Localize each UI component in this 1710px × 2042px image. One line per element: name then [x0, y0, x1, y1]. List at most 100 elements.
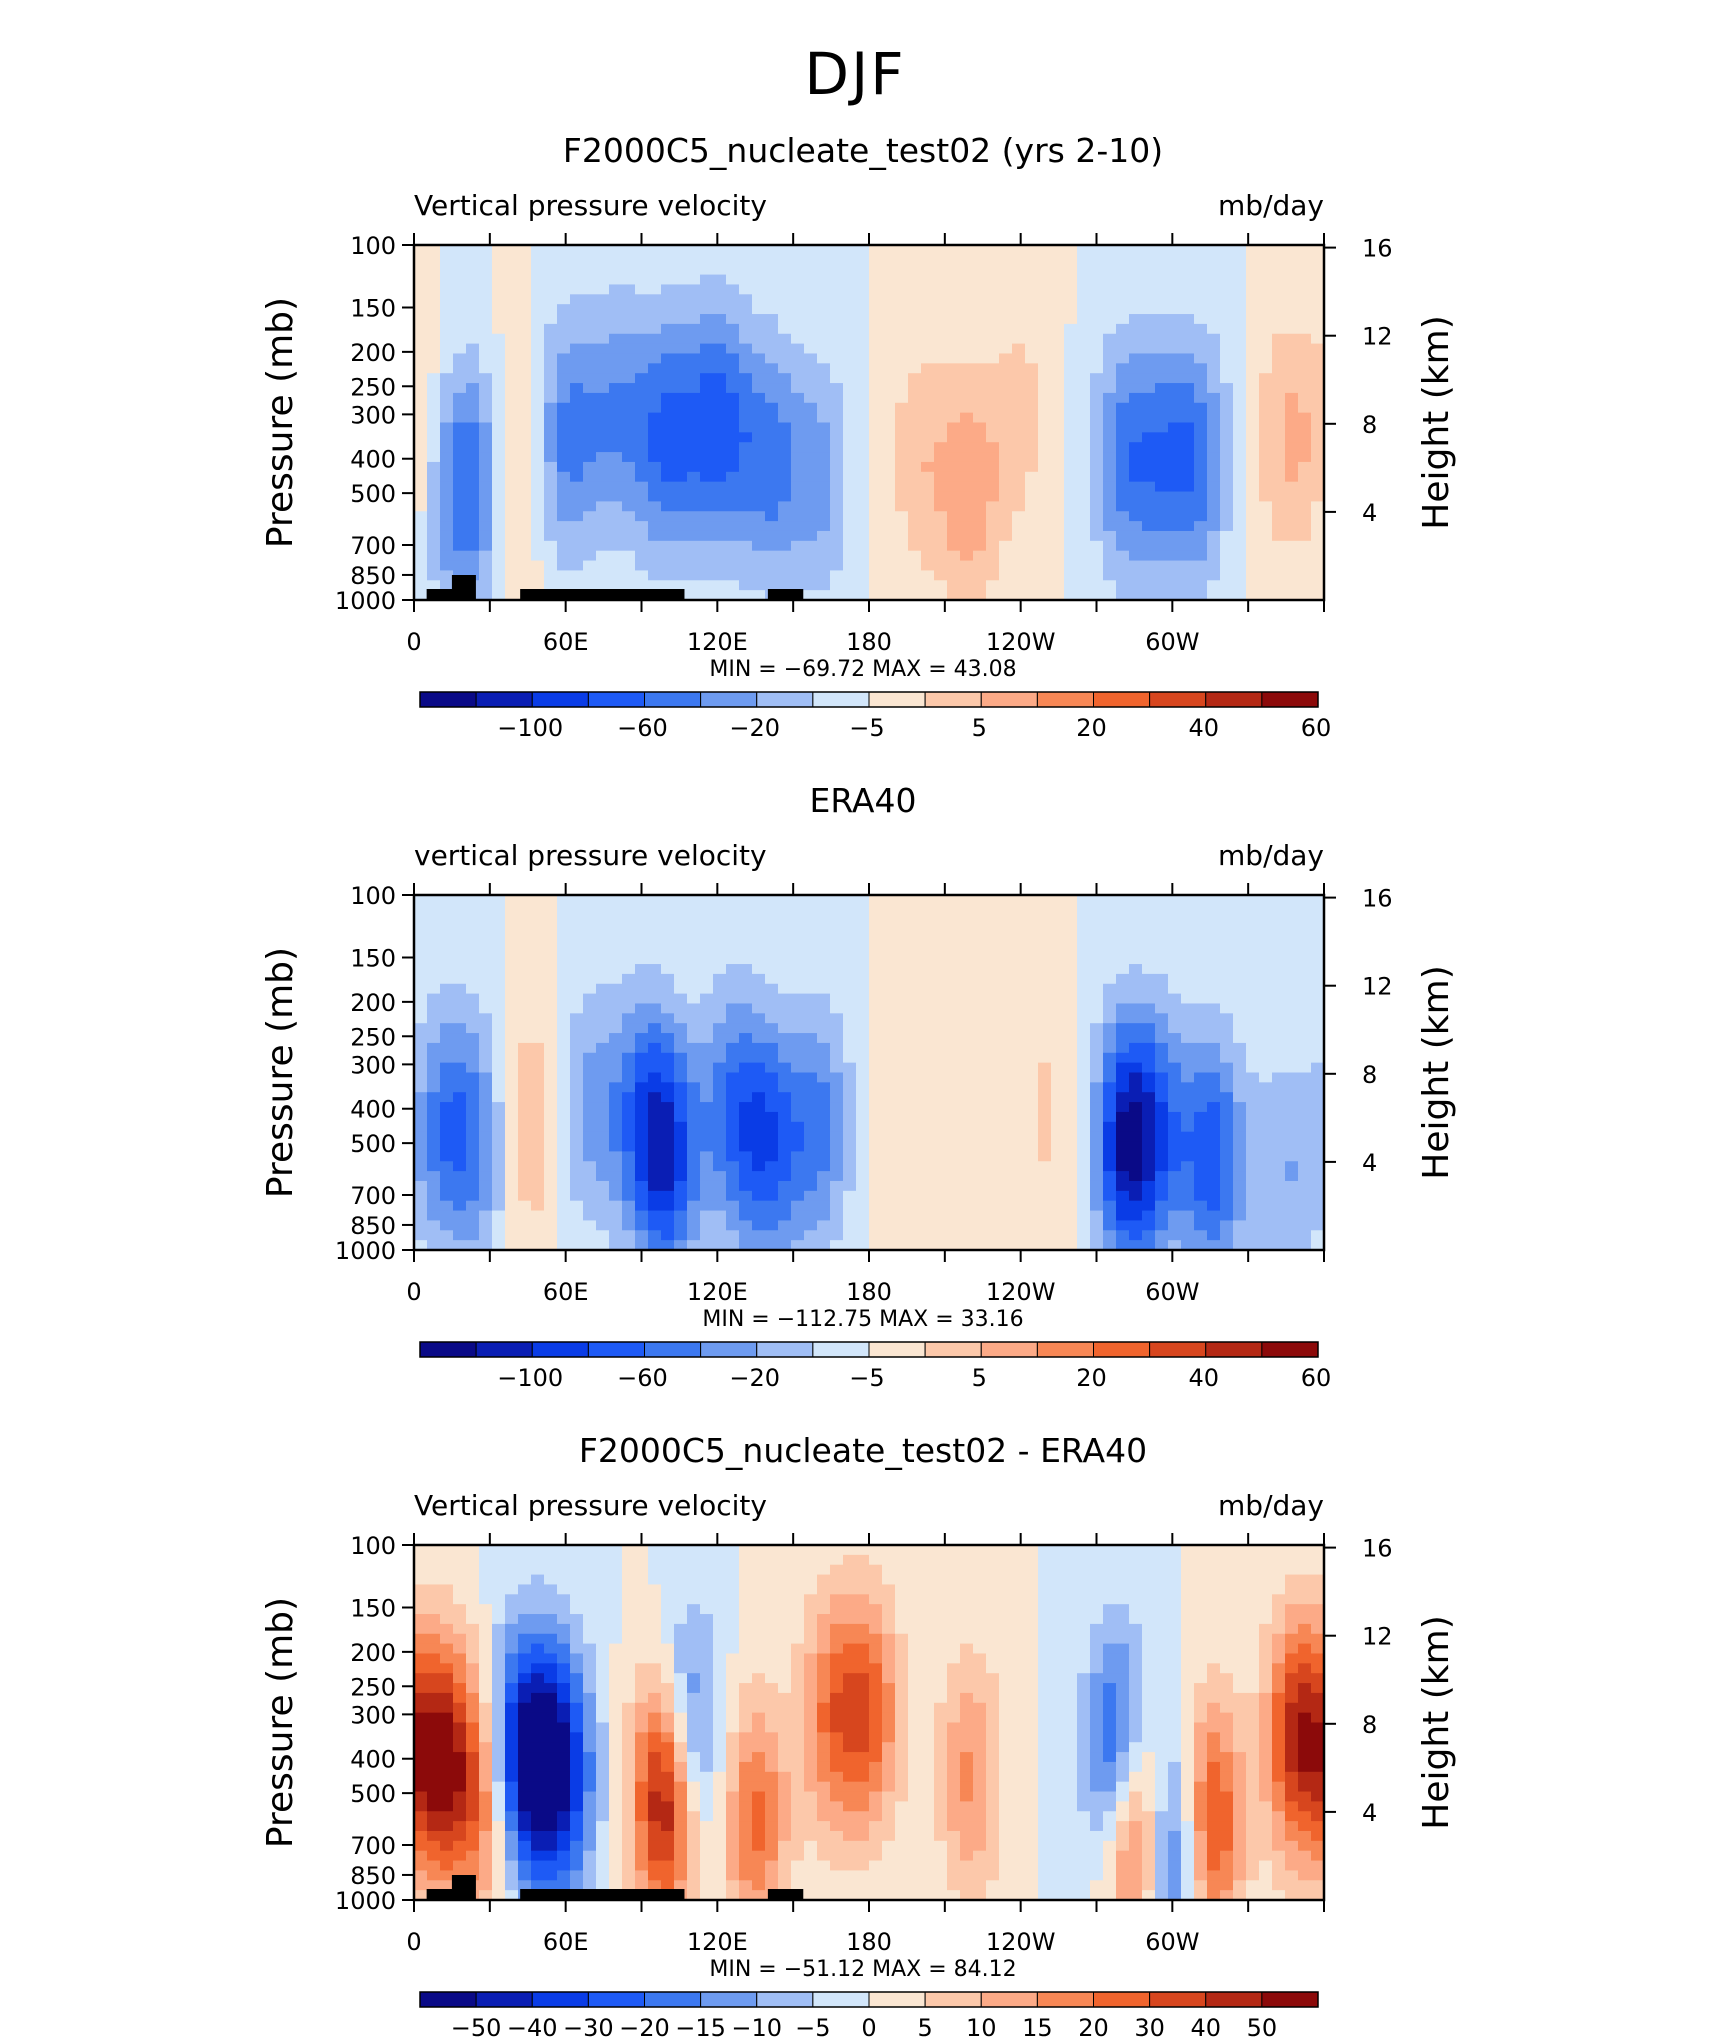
- heatmap-cell: [1129, 1053, 1143, 1063]
- heatmap-cell: [1025, 915, 1039, 925]
- heatmap-cell: [622, 334, 636, 344]
- heatmap-cell: [1077, 551, 1091, 561]
- heatmap-cell: [999, 531, 1013, 541]
- heatmap-cell: [830, 462, 844, 472]
- heatmap-cell: [492, 452, 506, 462]
- heatmap-cell: [947, 1191, 961, 1201]
- heatmap-cell: [570, 551, 584, 561]
- heatmap-cell: [817, 551, 831, 561]
- heatmap-cell: [791, 1122, 805, 1132]
- heatmap-cell: [1038, 314, 1052, 324]
- heatmap-cell: [791, 501, 805, 511]
- heatmap-cell: [791, 363, 805, 373]
- heatmap-cell: [908, 1073, 922, 1083]
- heatmap-cell: [908, 1033, 922, 1043]
- heatmap-cell: [1246, 994, 1260, 1004]
- heatmap-cell: [700, 363, 714, 373]
- heatmap-cell: [791, 1201, 805, 1211]
- heatmap-cell: [1220, 954, 1234, 964]
- heatmap-cell: [648, 1082, 662, 1092]
- heatmap-cell: [752, 531, 766, 541]
- heatmap-cell: [1246, 383, 1260, 393]
- heatmap-cell: [531, 1043, 545, 1053]
- heatmap-cell: [674, 1082, 688, 1092]
- heatmap-cell: [1298, 294, 1312, 304]
- heatmap-cell: [843, 934, 857, 944]
- heatmap-cell: [921, 1003, 935, 1013]
- heatmap-cell: [921, 925, 935, 935]
- heatmap-cell: [1090, 403, 1104, 413]
- heatmap-cell: [622, 1191, 636, 1201]
- heatmap-cell: [1272, 472, 1286, 482]
- heatmap-cell: [414, 925, 428, 935]
- heatmap-cell: [739, 353, 753, 363]
- heatmap-cell: [583, 482, 597, 492]
- heatmap-cell: [739, 363, 753, 373]
- heatmap-cell: [427, 1220, 441, 1230]
- heatmap-cell: [687, 363, 701, 373]
- heatmap-cell: [557, 1112, 571, 1122]
- heatmap-cell: [986, 452, 1000, 462]
- heatmap-cell: [492, 1122, 506, 1132]
- heatmap-cell: [1077, 1013, 1091, 1023]
- heatmap-cell: [1103, 895, 1117, 905]
- heatmap-cell: [960, 944, 974, 954]
- heatmap-cell: [1259, 462, 1273, 472]
- heatmap-cell: [1259, 541, 1273, 551]
- heatmap-cell: [635, 265, 649, 275]
- heatmap-cell: [609, 432, 623, 442]
- heatmap-cell: [440, 344, 454, 354]
- heatmap-cell: [752, 275, 766, 285]
- heatmap-cell: [739, 1053, 753, 1063]
- heatmap-cell: [1051, 1211, 1065, 1221]
- heatmap-cell: [492, 541, 506, 551]
- heatmap-cell: [674, 413, 688, 423]
- heatmap-cell: [1038, 1132, 1052, 1142]
- heatmap-cell: [804, 462, 818, 472]
- heatmap-cell: [804, 423, 818, 433]
- heatmap-cell: [739, 324, 753, 334]
- heatmap-cell: [817, 344, 831, 354]
- heatmap-cell: [1285, 383, 1299, 393]
- heatmap-cell: [973, 954, 987, 964]
- heatmap-cell: [1181, 383, 1195, 393]
- heatmap-cell: [934, 561, 948, 571]
- heatmap-cell: [674, 1003, 688, 1013]
- heatmap-cell: [960, 1003, 974, 1013]
- heatmap-cell: [999, 551, 1013, 561]
- heatmap-cell: [895, 1151, 909, 1161]
- heatmap-cell: [1259, 245, 1273, 255]
- heatmap-cell: [1272, 403, 1286, 413]
- heatmap-cell: [687, 541, 701, 551]
- heatmap-cell: [1051, 531, 1065, 541]
- heatmap-cell: [934, 344, 948, 354]
- heatmap-cell: [674, 344, 688, 354]
- heatmap-cell: [726, 580, 740, 590]
- heatmap-cell: [1233, 1142, 1247, 1152]
- heatmap-cell: [791, 353, 805, 363]
- heatmap-cell: [674, 403, 688, 413]
- heatmap-cell: [609, 1112, 623, 1122]
- heatmap-cell: [1207, 442, 1221, 452]
- heatmap-cell: [1168, 1023, 1182, 1033]
- heatmap-cell: [1129, 373, 1143, 383]
- heatmap-cell: [648, 984, 662, 994]
- heatmap-cell: [817, 915, 831, 925]
- heatmap-cell: [752, 580, 766, 590]
- heatmap-cell: [635, 1063, 649, 1073]
- heatmap-cell: [934, 432, 948, 442]
- heatmap-cell: [765, 954, 779, 964]
- heatmap-cell: [1103, 1102, 1117, 1112]
- heatmap-cell: [713, 432, 727, 442]
- heatmap-cell: [583, 964, 597, 974]
- heatmap-cell: [453, 934, 467, 944]
- heatmap-cell: [1233, 580, 1247, 590]
- heatmap-cell: [934, 363, 948, 373]
- heatmap-cell: [1259, 994, 1273, 1004]
- heatmap-cell: [479, 1073, 493, 1083]
- heatmap-cell: [804, 472, 818, 482]
- heatmap-cell: [518, 452, 532, 462]
- heatmap-cell: [1194, 472, 1208, 482]
- heatmap-cell: [1025, 1033, 1039, 1043]
